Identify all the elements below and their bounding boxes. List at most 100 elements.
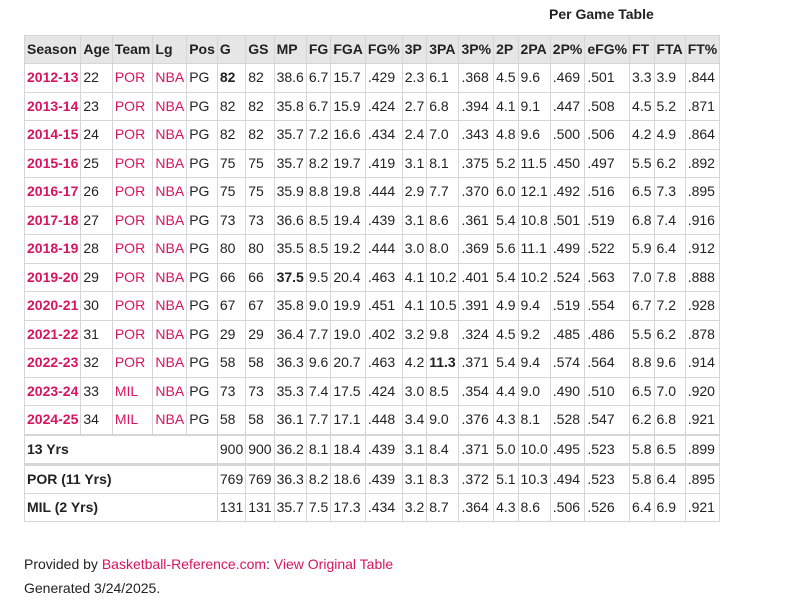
league-link[interactable]: NBA <box>155 354 185 371</box>
stat-cell-2pa: 9.1 <box>517 91 551 121</box>
summary-stat-gs: 900 <box>245 433 275 465</box>
source-link[interactable]: Basketball-Reference.com <box>101 556 267 572</box>
column-header-ft[interactable]: FT <box>629 35 655 64</box>
stat-cell-2p: 4.9 <box>493 291 519 321</box>
column-header-3p[interactable]: 3P <box>401 35 428 64</box>
season-link[interactable]: 2017-18 <box>27 211 79 228</box>
team-link[interactable]: POR <box>114 268 146 285</box>
stat-cell-2p: 4.3 <box>493 405 519 435</box>
column-header-ft-pct[interactable]: FT% <box>684 35 721 64</box>
column-header-3p-pct[interactable]: 3P% <box>458 35 495 64</box>
stat-cell-2p-pct: .519 <box>549 291 586 321</box>
stat-cell-mp: 35.5 <box>273 234 307 264</box>
column-header-season[interactable]: Season <box>24 35 82 64</box>
column-header-2p-pct[interactable]: 2P% <box>549 35 586 64</box>
team-link[interactable]: POR <box>114 240 146 257</box>
season-link[interactable]: 2021-22 <box>27 325 79 342</box>
season-link[interactable]: 2024-25 <box>27 411 79 428</box>
stat-cell-fta: 6.2 <box>653 319 686 349</box>
stat-cell-fg: 6.7 <box>305 91 332 121</box>
team-link[interactable]: POR <box>114 97 146 114</box>
column-header-fga[interactable]: FGA <box>330 35 366 64</box>
team-link[interactable]: MIL <box>114 382 139 399</box>
per-game-table-container[interactable]: Season Age Team Lg Pos G GS MP FG FGA FG% 3P 3PA 3P% 2… <box>24 35 749 522</box>
stat-cell-fg: 7.7 <box>305 405 332 435</box>
league-link[interactable]: NBA <box>155 97 185 114</box>
season-link[interactable]: 2022-23 <box>27 354 79 371</box>
season-link[interactable]: 2015-16 <box>27 154 79 171</box>
column-header-team[interactable]: Team <box>111 35 154 64</box>
league-link[interactable]: NBA <box>155 69 185 86</box>
team-link[interactable]: POR <box>114 297 146 314</box>
team-link[interactable]: POR <box>114 126 146 143</box>
stat-cell-ft: 7.0 <box>629 262 655 292</box>
summary-stat-g: 769 <box>216 462 247 494</box>
column-header-2p[interactable]: 2P <box>493 35 519 64</box>
league-link[interactable]: NBA <box>155 211 185 228</box>
stat-cell-mp: 35.3 <box>273 376 307 406</box>
column-header-mp[interactable]: MP <box>273 35 307 64</box>
stat-cell-2p-pct: .500 <box>549 120 586 150</box>
stat-cell-ft-pct: .928 <box>684 291 721 321</box>
column-header-fg-pct[interactable]: FG% <box>364 35 403 64</box>
league-link[interactable]: NBA <box>155 154 185 171</box>
stat-cell-fga: 19.0 <box>330 319 366 349</box>
season-link[interactable]: 2014-15 <box>27 126 79 143</box>
stat-cell-2pa: 9.4 <box>517 291 551 321</box>
column-header-2pa[interactable]: 2PA <box>517 35 551 64</box>
column-header-fg[interactable]: FG <box>305 35 332 64</box>
column-header-efg-pct[interactable]: eFG% <box>584 35 631 64</box>
table-row: 2017-18 27 POR NBA PG 73 73 36.6 8.5 19.4.439 3.1 8… <box>24 205 721 235</box>
stat-cell-2p: 4.5 <box>493 319 519 349</box>
league-link[interactable]: NBA <box>155 268 185 285</box>
stat-cell-3p: 3.2 <box>401 319 428 349</box>
season-link[interactable]: 2018-19 <box>27 240 79 257</box>
team-link[interactable]: MIL <box>114 411 139 428</box>
league-cell: NBA <box>152 234 188 264</box>
team-link[interactable]: POR <box>114 154 146 171</box>
column-header-3pa[interactable]: 3PA <box>426 35 460 64</box>
stat-cell-g: 66 <box>216 262 247 292</box>
column-header-gs[interactable]: GS <box>245 35 275 64</box>
league-link[interactable]: NBA <box>155 297 185 314</box>
column-header-lg[interactable]: Lg <box>152 35 188 64</box>
league-link[interactable]: NBA <box>155 183 185 200</box>
view-original-table-link[interactable]: View Original Table <box>273 556 394 572</box>
stat-cell-fta: 6.2 <box>653 148 686 178</box>
team-cell: POR <box>111 63 154 93</box>
column-header-age[interactable]: Age <box>80 35 113 64</box>
league-link[interactable]: NBA <box>155 382 185 399</box>
season-link[interactable]: 2013-14 <box>27 97 79 114</box>
stat-cell-2pa: 9.6 <box>517 120 551 150</box>
stat-cell-g: 73 <box>216 205 247 235</box>
position-cell: PG <box>186 405 218 435</box>
column-header-g[interactable]: G <box>216 35 247 64</box>
league-link[interactable]: NBA <box>155 411 185 428</box>
stat-cell-3p: 3.0 <box>401 234 428 264</box>
league-cell: NBA <box>152 120 188 150</box>
team-link[interactable]: POR <box>114 325 146 342</box>
team-link[interactable]: POR <box>114 183 146 200</box>
stat-cell-3p: 3.4 <box>401 405 428 435</box>
column-header-fta[interactable]: FTA <box>653 35 686 64</box>
season-link[interactable]: 2020-21 <box>27 297 79 314</box>
season-link[interactable]: 2016-17 <box>27 183 79 200</box>
league-link[interactable]: NBA <box>155 325 185 342</box>
team-link[interactable]: POR <box>114 354 146 371</box>
stat-cell-g: 58 <box>216 348 247 378</box>
summary-row: MIL (2 Yrs) 131 131 35.7 7.5 17.3.434 3.2 8.7.3… <box>24 492 721 522</box>
league-link[interactable]: NBA <box>155 240 185 257</box>
league-cell: NBA <box>152 405 188 435</box>
summary-stat-efg-pct: .523 <box>584 433 631 465</box>
stat-cell-2pa: 11.5 <box>517 148 551 178</box>
league-link[interactable]: NBA <box>155 126 185 143</box>
season-link[interactable]: 2012-13 <box>27 69 79 86</box>
season-link[interactable]: 2023-24 <box>27 382 79 399</box>
season-link[interactable]: 2019-20 <box>27 268 79 285</box>
team-link[interactable]: POR <box>114 69 146 86</box>
age-cell: 25 <box>80 148 113 178</box>
stat-cell-efg-pct: .497 <box>584 148 631 178</box>
team-link[interactable]: POR <box>114 211 146 228</box>
team-cell: POR <box>111 348 154 378</box>
column-header-pos[interactable]: Pos <box>186 35 218 64</box>
